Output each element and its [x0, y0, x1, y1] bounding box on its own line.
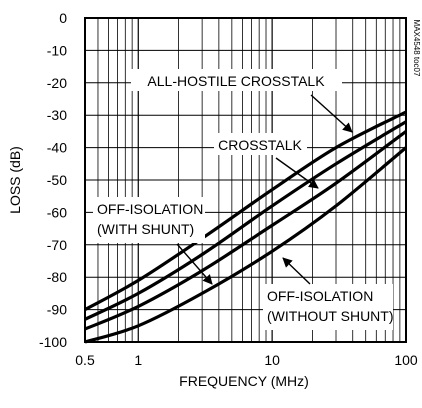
- y-tick-label: -70: [47, 237, 67, 253]
- y-tick-label: -40: [47, 140, 67, 156]
- y-tick-label: -80: [47, 269, 67, 285]
- y-tick-label: -30: [47, 107, 67, 123]
- annotation-arrow: [282, 257, 311, 285]
- annotation-label: OFF-ISOLATION: [97, 201, 203, 217]
- side-code-label: MAX4548 toc07: [412, 20, 421, 77]
- annotation-arrow: [310, 94, 353, 133]
- series-layer: [84, 110, 408, 344]
- series-line-1: [84, 110, 407, 312]
- series-line-4: [84, 146, 408, 344]
- annot-layer: ALL-HOSTILE CROSSTALK CROSSTALK OFF-ISOLAT…: [93, 69, 394, 330]
- annotation-bg: [263, 284, 393, 330]
- plot-frame: [84, 17, 407, 343]
- x-tick-label: 10: [264, 352, 280, 368]
- y-tick-label: -50: [47, 172, 67, 188]
- y-tick-label: 0: [59, 10, 67, 26]
- y-tick-label: -10: [47, 42, 67, 58]
- y-axis-title: LOSS (dB): [7, 146, 23, 214]
- x-axis-title: FREQUENCY (MHz): [179, 373, 309, 389]
- tick-layer: 0 -10 -20 -30 -40 -50 -60 -70 -80 -90 -100 0.5 1 10 10…: [39, 10, 418, 368]
- y-tick-label: -90: [47, 302, 67, 318]
- annotation-bg: [214, 133, 307, 155]
- x-tick-label: 1: [134, 352, 142, 368]
- y-tick-label: -100: [39, 334, 67, 350]
- annotation-label: (WITH SHUNT): [97, 221, 194, 237]
- annotation-label: OFF-ISOLATION: [267, 288, 373, 304]
- y-tick-label: -60: [47, 204, 67, 220]
- x-tick-label: 100: [394, 352, 418, 368]
- series-line-3: [84, 130, 407, 331]
- annotation-arrow: [176, 243, 213, 285]
- annotation-bg: [131, 69, 342, 91]
- annotation-label: ALL-HOSTILE CROSSTALK: [147, 73, 325, 89]
- series-line-2: [84, 120, 407, 321]
- y-tick-label: -20: [47, 75, 67, 91]
- annotation-arrow: [275, 157, 319, 189]
- annotation-label: (WITHOUT SHUNT): [267, 308, 394, 324]
- annotation-bg: [93, 197, 205, 243]
- x-tick-label: 0.5: [75, 352, 95, 368]
- frame-layer: [84, 17, 407, 343]
- annotation-label: CROSSTALK: [218, 137, 302, 153]
